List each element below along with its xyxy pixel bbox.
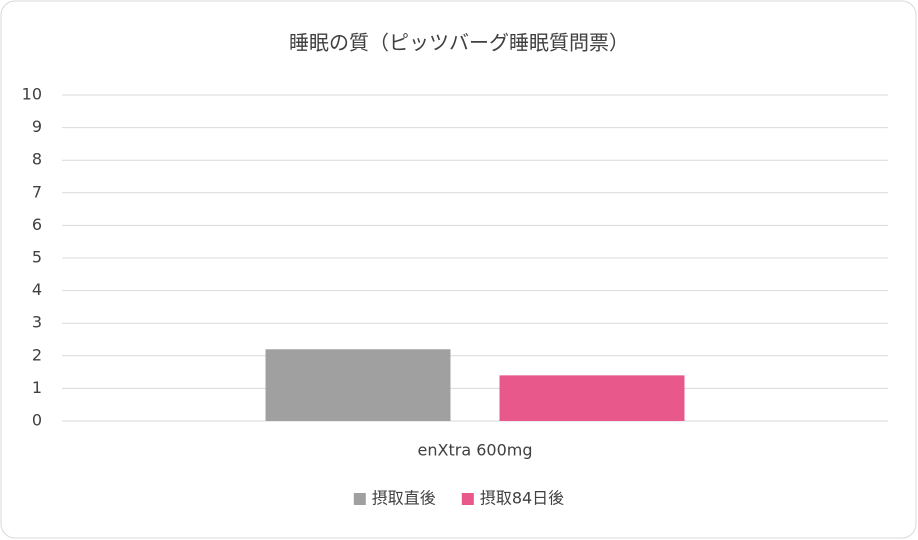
y-tick-label: 10 (22, 85, 42, 104)
bar (265, 349, 451, 421)
y-tick-label: 4 (32, 280, 42, 299)
legend-label: 摂取直後 (372, 489, 436, 508)
y-tick-label: 9 (32, 117, 42, 136)
y-tick-label: 6 (32, 215, 42, 234)
y-tick-label: 5 (32, 248, 42, 267)
y-tick-label: 2 (32, 345, 42, 364)
y-tick-label: 7 (32, 182, 42, 201)
legend-swatch (353, 493, 366, 505)
y-tick-label: 8 (32, 150, 42, 169)
y-tick-label: 1 (32, 378, 42, 397)
y-tick-label: 3 (32, 313, 42, 332)
legend-swatch (461, 493, 474, 505)
y-tick-label: 0 (32, 411, 42, 430)
x-tick-label: enXtra 600mg (418, 441, 533, 460)
legend-label: 摂取84日後 (480, 489, 564, 508)
chart-title: 睡眠の質（ピッツバーグ睡眠質問票） (289, 31, 629, 55)
bar (499, 375, 685, 421)
